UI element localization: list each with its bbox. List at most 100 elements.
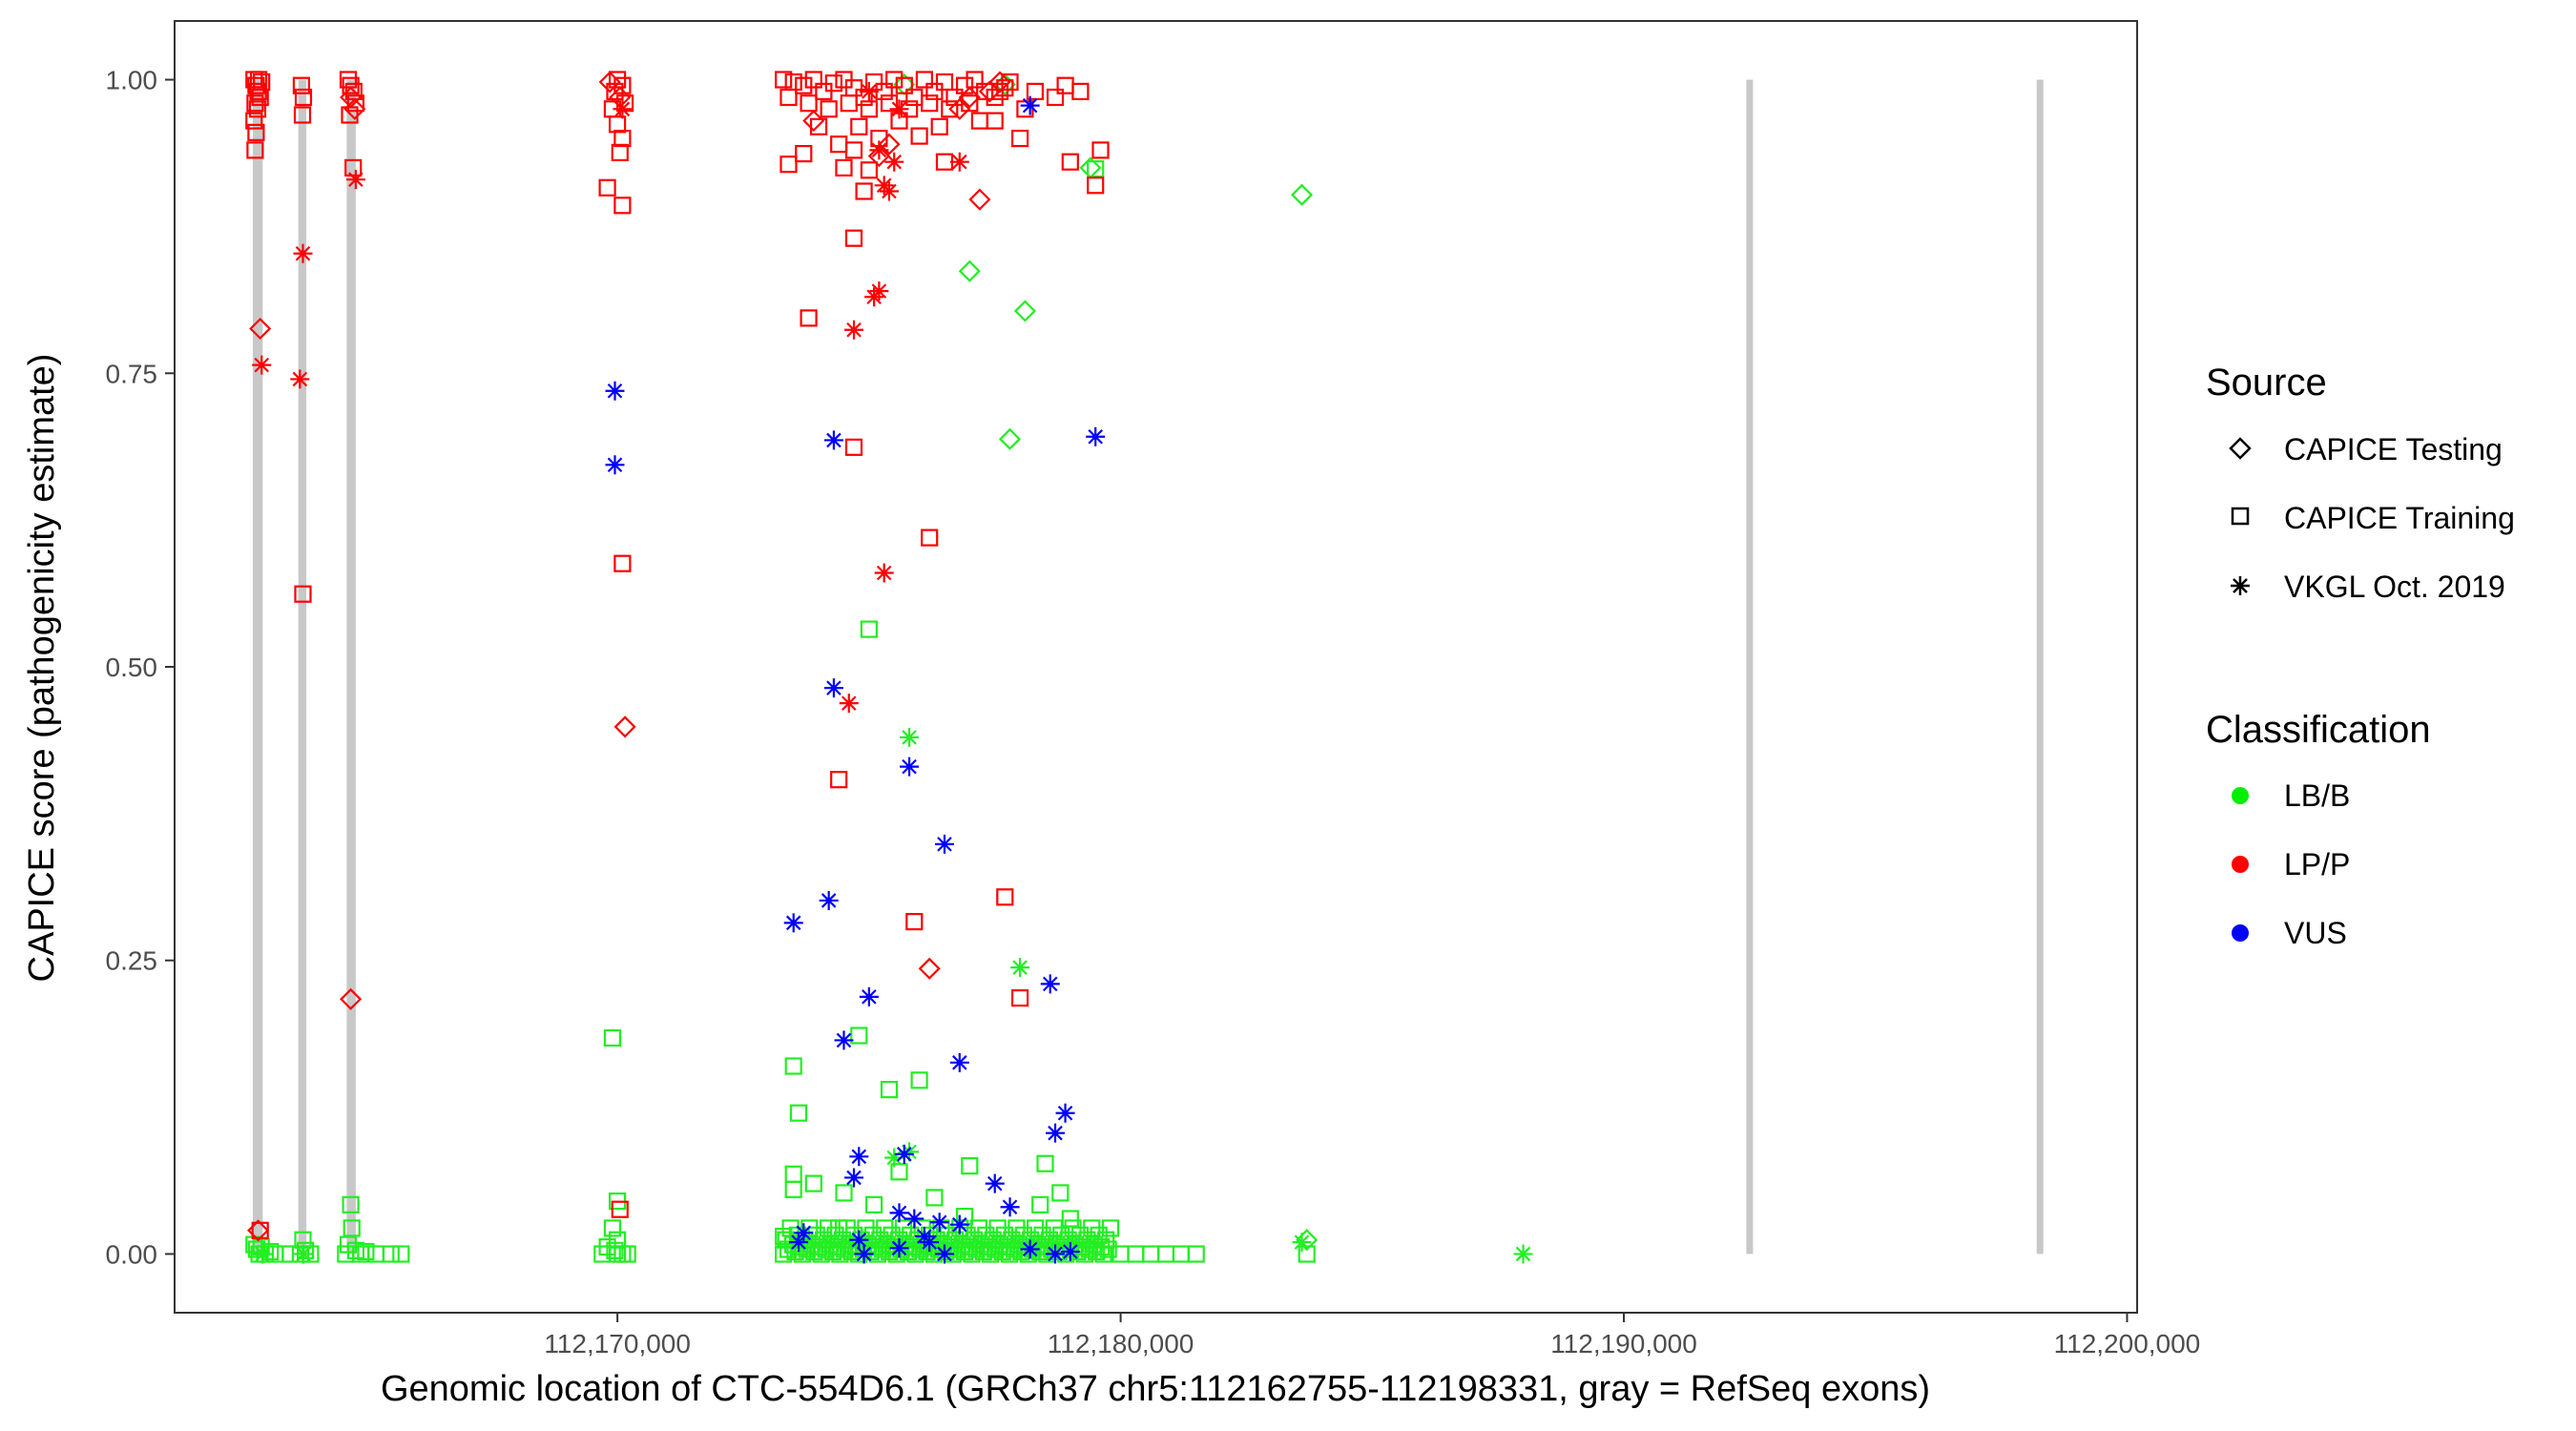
point-square — [941, 100, 959, 118]
point-square — [835, 158, 853, 176]
point-asterisk — [859, 986, 879, 1006]
legend-classification-title: Classification — [2206, 709, 2431, 751]
point-asterisk — [1020, 1239, 1040, 1259]
point-square — [1298, 1245, 1316, 1263]
point-square — [910, 127, 928, 145]
point-asterisk — [1046, 1244, 1066, 1264]
point-square — [1096, 1231, 1115, 1249]
point-square — [784, 1057, 802, 1075]
point-asterisk — [889, 99, 909, 119]
legend-asterisk-symbol — [2231, 576, 2250, 595]
point-diamond — [958, 86, 981, 109]
point-square — [249, 82, 267, 101]
point-diamond — [918, 957, 941, 980]
point-square — [850, 117, 868, 135]
point-asterisk — [1513, 1244, 1533, 1264]
point-square — [906, 1245, 924, 1263]
point-square — [346, 94, 364, 113]
point-square — [1001, 73, 1019, 92]
point-square — [935, 73, 954, 92]
point-asterisk — [859, 81, 879, 101]
point-diamond — [343, 97, 366, 120]
point-square — [864, 73, 883, 92]
point-asterisk — [794, 1223, 814, 1243]
point-square — [855, 182, 873, 200]
legend-label-vus: VUS — [2284, 916, 2347, 950]
point-asterisk — [900, 757, 920, 777]
point-square — [795, 145, 813, 163]
point-diamond — [1296, 1229, 1319, 1252]
point-asterisk — [823, 430, 843, 450]
point-square — [1031, 1195, 1049, 1213]
legend-item-vkgl: VKGL Oct. 2019 — [2231, 570, 2505, 604]
point-square — [382, 1245, 400, 1263]
point-asterisk — [839, 694, 859, 714]
point-asterisk — [252, 355, 272, 375]
point-asterisk — [294, 1244, 314, 1264]
point-square — [1010, 130, 1029, 148]
point-square — [921, 529, 939, 547]
point-square — [603, 1028, 622, 1047]
point-square — [294, 585, 312, 603]
point-asterisk — [929, 1213, 949, 1233]
point-square — [986, 112, 1004, 130]
point-asterisk — [914, 1226, 934, 1246]
legend-label-vkgl: VKGL Oct. 2019 — [2284, 570, 2505, 604]
point-square — [831, 1245, 849, 1263]
point-square — [1071, 82, 1090, 101]
legend-diamond-symbol — [2229, 437, 2252, 460]
point-diamond — [867, 145, 890, 168]
point-square — [890, 1163, 908, 1181]
point-square — [247, 123, 265, 141]
legend-item-lbb: LB/B — [2232, 778, 2350, 813]
point-square — [342, 1195, 360, 1213]
point-asterisk — [1292, 1233, 1312, 1253]
x-axis-title: Genomic location of CTC-554D6.1 (GRCh37 … — [381, 1369, 1930, 1409]
point-square — [1187, 1245, 1205, 1263]
point-square — [611, 143, 629, 161]
point-diamond — [247, 1219, 270, 1242]
point-square — [820, 100, 838, 118]
point-asterisk — [1060, 1241, 1080, 1261]
point-square — [250, 71, 268, 89]
point-square — [1051, 1184, 1070, 1202]
point-square — [812, 1245, 830, 1263]
legend-label-lpp: LP/P — [2284, 847, 2350, 881]
point-square — [804, 1174, 822, 1192]
point-square — [292, 76, 310, 94]
point-asterisk — [900, 727, 920, 747]
point-square — [775, 1227, 793, 1246]
point-asterisk — [1020, 95, 1040, 115]
legend-square-symbol — [2231, 507, 2250, 526]
point-square — [346, 1241, 364, 1259]
legend-item-vus: VUS — [2232, 916, 2347, 950]
legend-lbb-dot — [2232, 787, 2249, 804]
point-asterisk — [783, 913, 803, 933]
point-square — [246, 141, 264, 159]
point-square — [840, 94, 858, 113]
point-asterisk — [949, 1214, 969, 1234]
point-diamond — [340, 987, 363, 1010]
point-asterisk — [874, 563, 894, 583]
point-square — [246, 94, 264, 113]
point-asterisk — [949, 152, 969, 172]
point-square — [603, 1219, 622, 1237]
point-square — [789, 1104, 808, 1122]
point-square — [885, 71, 904, 89]
x-tick-label: 112,180,000 — [1048, 1329, 1195, 1358]
point-square — [795, 76, 813, 94]
point-square — [915, 71, 934, 89]
point-asterisk — [879, 181, 899, 201]
exon-bar — [298, 79, 307, 1255]
point-square — [961, 1156, 979, 1175]
point-asterisk — [1000, 1197, 1020, 1217]
point-square — [800, 94, 818, 113]
point-square — [337, 1245, 355, 1263]
point-asterisk — [844, 1168, 864, 1188]
point-asterisk — [889, 1203, 909, 1223]
point-asterisk — [900, 1142, 920, 1162]
point-asterisk — [1086, 426, 1106, 446]
point-square — [248, 100, 267, 118]
point-square — [1010, 988, 1029, 1007]
point-square — [921, 94, 939, 113]
